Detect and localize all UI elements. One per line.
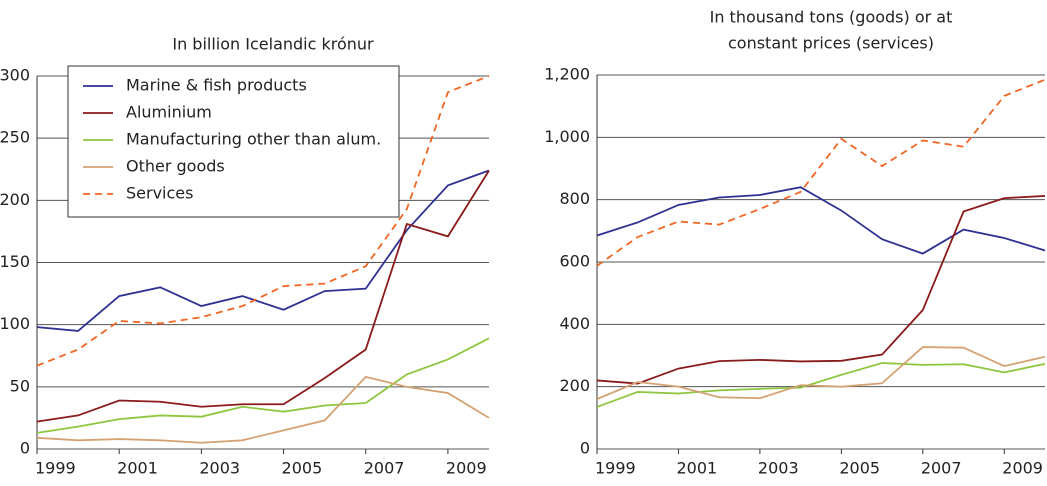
x-tick-label: 2001	[676, 459, 717, 478]
y-tick-label: 150	[0, 252, 30, 271]
y-tick-label: 0	[20, 439, 30, 458]
x-tick-label: 2005	[282, 459, 323, 478]
y-tick-label: 0	[580, 439, 590, 458]
x-tick-label: 2005	[839, 459, 880, 478]
y-tick-label: 800	[559, 189, 590, 208]
legend-box	[67, 65, 400, 218]
x-tick-label: 2009	[446, 459, 487, 478]
legend-label: Marine & fish products	[126, 76, 307, 95]
y-tick-label: 50	[10, 376, 30, 395]
series-line	[36, 170, 490, 423]
y-tick-label: 1,200	[544, 65, 590, 84]
y-tick-label: 250	[0, 128, 30, 147]
series-line	[596, 195, 1046, 385]
x-tick-label: 2007	[921, 459, 962, 478]
series-line	[36, 375, 490, 444]
x-tick-label: 1999	[35, 459, 76, 478]
series-line	[36, 169, 490, 332]
x-tick-label: 2003	[199, 459, 240, 478]
y-tick-label: 200	[0, 190, 30, 209]
series-line	[596, 346, 1046, 400]
series-line	[596, 186, 1046, 255]
y-tick-label: 300	[0, 66, 30, 85]
y-tick-label: 200	[559, 376, 590, 395]
y-tick-label: 600	[559, 252, 590, 271]
legend-label: Manufacturing other than alum.	[126, 130, 381, 149]
chart-title: In thousand tons (goods) or at	[710, 8, 953, 27]
x-tick-label: 1999	[595, 459, 636, 478]
x-tick-label: 2009	[1002, 459, 1043, 478]
y-tick-label: 100	[0, 314, 30, 333]
y-tick-label: 400	[559, 314, 590, 333]
legend-label: Services	[126, 184, 193, 203]
x-tick-label: 2007	[364, 459, 405, 478]
series-line	[596, 362, 1046, 408]
legend-label: Aluminium	[126, 103, 212, 122]
legend-label: Other goods	[126, 157, 225, 176]
x-tick-label: 2003	[758, 459, 799, 478]
series-line	[36, 75, 490, 367]
y-tick-label: 1,000	[544, 127, 590, 146]
series-line	[36, 337, 490, 434]
chart-title: In billion Icelandic krónur	[172, 35, 374, 54]
series-line	[596, 78, 1046, 267]
x-tick-label: 2001	[117, 459, 158, 478]
chart-title: constant prices (services)	[728, 34, 934, 53]
